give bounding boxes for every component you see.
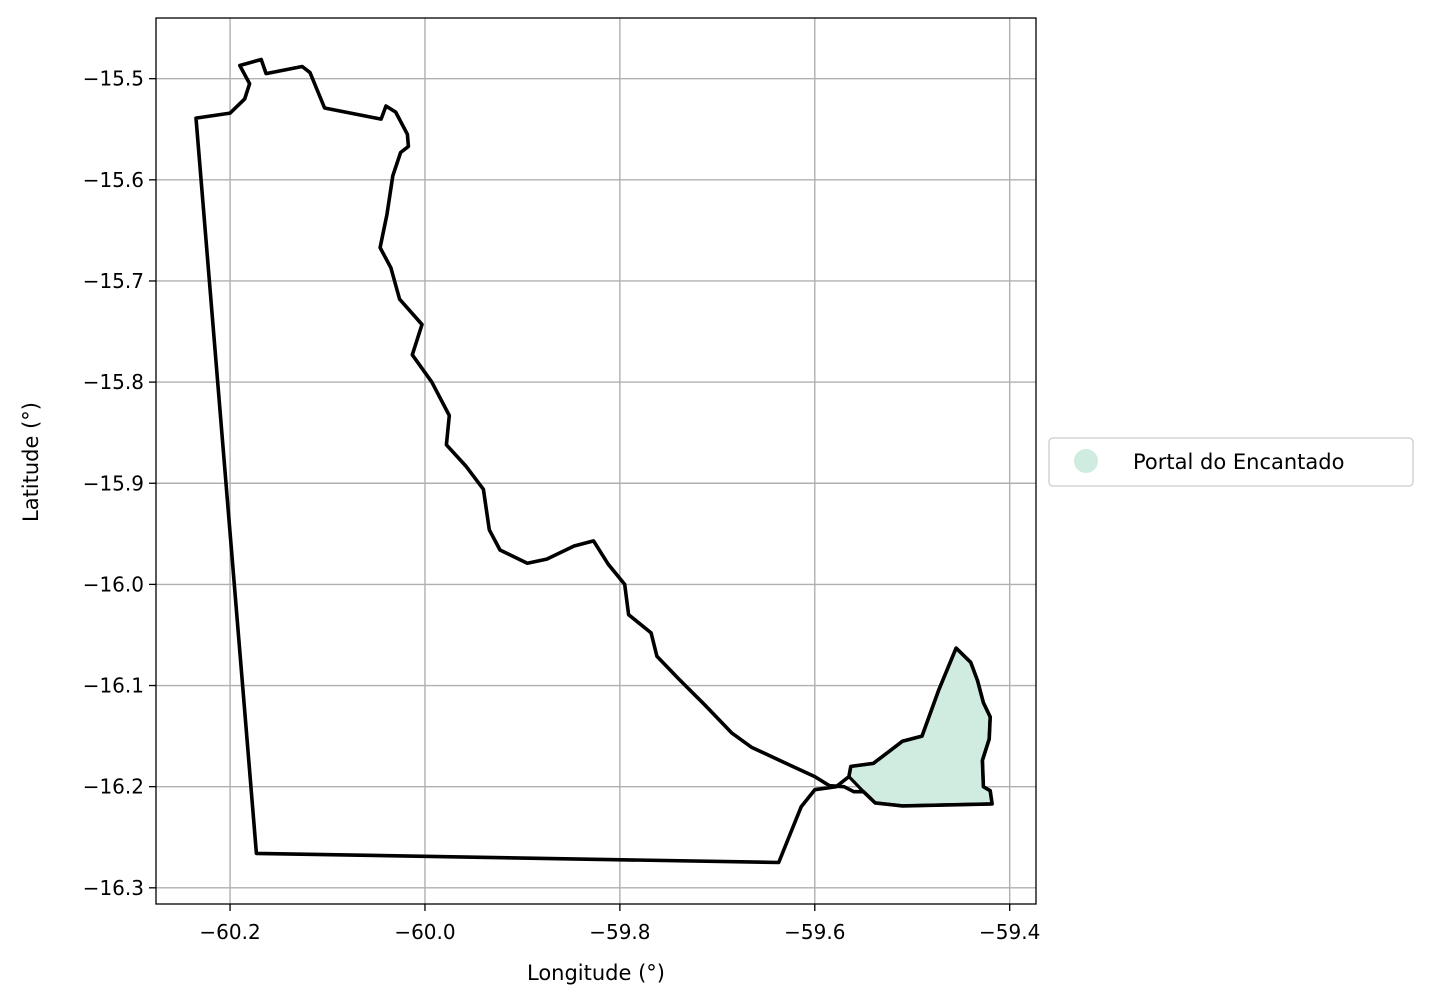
y-tick-label: −16.0: [83, 572, 144, 596]
y-tick-label: −15.7: [83, 269, 144, 293]
y-tick-label: −16.2: [83, 775, 144, 799]
x-tick-label: −60.0: [394, 920, 455, 944]
y-tick-label: −16.3: [83, 876, 144, 900]
y-tick-label: −15.8: [83, 370, 144, 394]
map-layer: [194, 57, 994, 865]
legend-marker: [1074, 449, 1098, 473]
y-tick-label: −15.9: [83, 471, 144, 495]
x-tick-label: −60.2: [199, 920, 260, 944]
y-axis-label: Latitude (°): [19, 402, 43, 522]
plot-frame: [155, 17, 1037, 905]
x-tick-label: −59.6: [784, 920, 845, 944]
x-axis-label: Longitude (°): [527, 961, 665, 985]
legend-box: [1048, 437, 1414, 487]
x-tick-label: −59.4: [979, 920, 1040, 944]
x-tick-label: −59.8: [589, 920, 650, 944]
y-tick-label: −15.5: [83, 67, 144, 91]
legend: Portal do Encantado: [1048, 437, 1414, 487]
region-outline: [194, 57, 994, 865]
y-tick-label: −16.1: [83, 674, 144, 698]
y-tick-label: −15.6: [83, 168, 144, 192]
axis-ticks: −60.2 −60.0 −59.8 −59.6 −59.4 −15.5 −15.6 −15.7…: [83, 67, 1041, 944]
legend-label: Portal do Encantado: [1133, 450, 1344, 474]
